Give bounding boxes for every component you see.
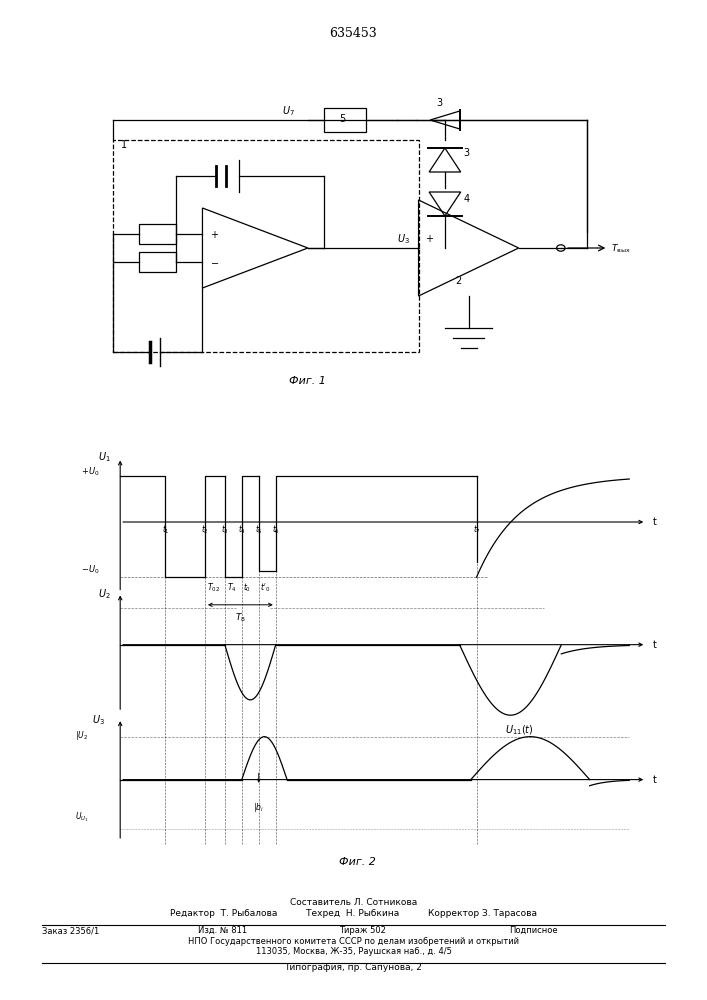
Text: Изд. № 811: Изд. № 811 bbox=[198, 926, 247, 935]
Text: $U_{U_1}$: $U_{U_1}$ bbox=[75, 810, 88, 824]
Text: Подписное: Подписное bbox=[509, 926, 558, 935]
Text: $t_3$: $t_3$ bbox=[221, 524, 229, 536]
Text: 5: 5 bbox=[339, 114, 345, 124]
Text: $U_3$: $U_3$ bbox=[397, 232, 410, 246]
Text: $T_{\rm{вых}}$: $T_{\rm{вых}}$ bbox=[611, 242, 631, 255]
Text: $T_{02}$: $T_{02}$ bbox=[206, 582, 220, 594]
Text: 1: 1 bbox=[121, 140, 127, 150]
Bar bbox=[113, 140, 419, 352]
Text: $T_4$: $T_4$ bbox=[226, 582, 236, 594]
Text: $t_2$: $t_2$ bbox=[201, 524, 209, 536]
Bar bbox=[139, 224, 176, 244]
Text: Фиг. 2: Фиг. 2 bbox=[339, 857, 376, 867]
Text: Тираж 502: Тираж 502 bbox=[339, 926, 386, 935]
Text: 4: 4 bbox=[463, 194, 469, 204]
Text: $U_3$: $U_3$ bbox=[92, 713, 105, 727]
Text: t: t bbox=[653, 640, 657, 650]
Text: $U_2$: $U_2$ bbox=[98, 587, 110, 601]
Text: $t'_0$: $t'_0$ bbox=[260, 582, 271, 594]
Text: $t_5$: $t_5$ bbox=[255, 524, 263, 536]
Text: $-$: $-$ bbox=[211, 257, 219, 267]
Text: $t_6$: $t_6$ bbox=[271, 524, 280, 536]
Text: $t_0$: $t_0$ bbox=[243, 582, 252, 594]
Text: $U_{11}(t)$: $U_{11}(t)$ bbox=[505, 724, 534, 737]
Text: $t_4$: $t_4$ bbox=[238, 524, 246, 536]
Text: 113035, Москва, Ж-35, Раушская наб., д. 4/5: 113035, Москва, Ж-35, Раушская наб., д. … bbox=[255, 947, 452, 956]
Text: t: t bbox=[653, 775, 657, 785]
Text: $U_1$: $U_1$ bbox=[98, 451, 110, 464]
Text: 3: 3 bbox=[463, 148, 469, 158]
Text: 3: 3 bbox=[436, 98, 443, 108]
Text: НПО Государственного комитета СССР по делам изобретений и открытий: НПО Государственного комитета СССР по де… bbox=[188, 937, 519, 946]
Text: $-U_0$: $-U_0$ bbox=[81, 564, 99, 576]
Text: Фиг. 1: Фиг. 1 bbox=[289, 376, 327, 386]
Text: Типография, пр. Сапунова, 2: Типография, пр. Сапунова, 2 bbox=[284, 963, 423, 972]
Text: $|b_i$: $|b_i$ bbox=[253, 801, 264, 814]
Bar bbox=[324, 108, 366, 132]
Text: Заказ 2356/1: Заказ 2356/1 bbox=[42, 926, 100, 935]
Bar bbox=[139, 252, 176, 272]
Text: $U_7$: $U_7$ bbox=[281, 104, 294, 118]
Text: $+$: $+$ bbox=[425, 233, 434, 244]
Text: 2: 2 bbox=[455, 276, 462, 286]
Text: Редактор  Т. Рыбалова          Техред  Н. Рыбкина          Корректор З. Тарасова: Редактор Т. Рыбалова Техред Н. Рыбкина К… bbox=[170, 909, 537, 918]
Text: 635453: 635453 bbox=[329, 27, 378, 40]
Text: $t_7$: $t_7$ bbox=[472, 524, 481, 536]
Text: $T_8$: $T_8$ bbox=[235, 611, 246, 624]
Text: $t_1$: $t_1$ bbox=[161, 524, 170, 536]
Text: Составитель Л. Сотникова: Составитель Л. Сотникова bbox=[290, 898, 417, 907]
Text: t: t bbox=[653, 517, 657, 527]
Text: $+$: $+$ bbox=[211, 229, 219, 239]
Text: $+U_0$: $+U_0$ bbox=[81, 465, 99, 478]
Text: $|U_2$: $|U_2$ bbox=[75, 729, 88, 742]
